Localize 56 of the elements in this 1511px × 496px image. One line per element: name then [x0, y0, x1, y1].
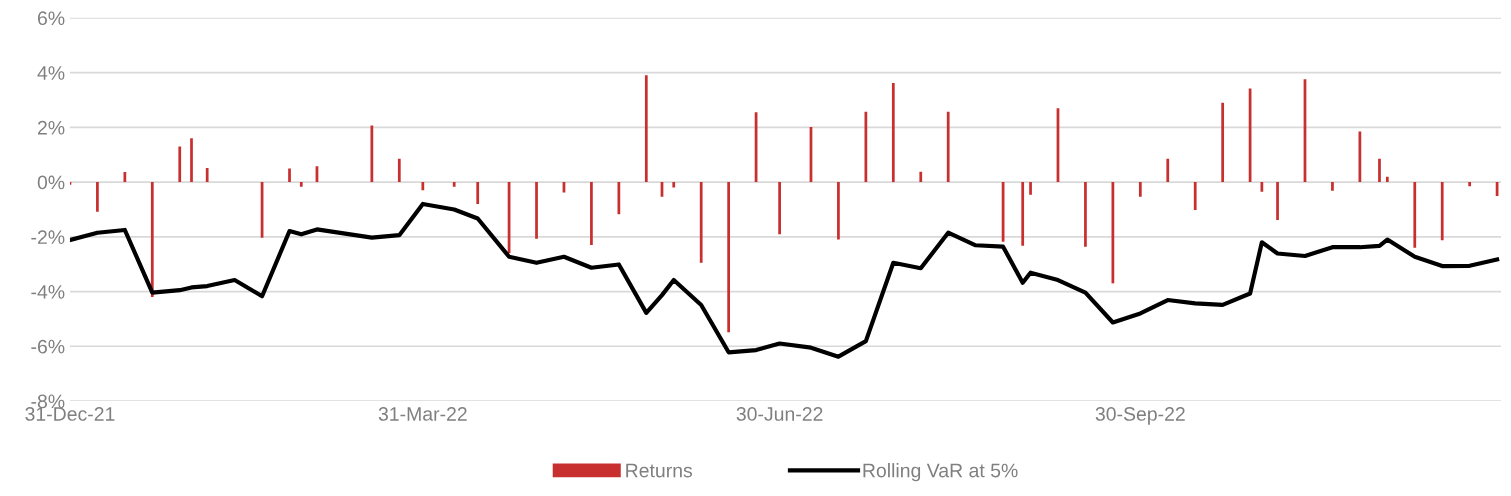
bar [1193, 182, 1197, 210]
bar [123, 171, 127, 183]
bar [421, 182, 425, 191]
bar [205, 168, 209, 183]
y-tick-label: 2% [37, 120, 65, 135]
bar [1331, 182, 1334, 191]
bar [178, 146, 182, 183]
bar [1021, 182, 1025, 246]
bar [1440, 182, 1444, 241]
bar [288, 168, 291, 183]
bar [919, 171, 923, 183]
bar [946, 111, 950, 183]
y-tick-label: -2% [31, 230, 65, 244]
bar [1378, 158, 1381, 183]
line-series [69, 201, 1500, 359]
bar [891, 82, 895, 183]
bar [1413, 182, 1417, 248]
y-tick-label: 0% [37, 175, 65, 190]
y-tick-label: -6% [31, 339, 65, 354]
bar [299, 182, 303, 187]
bar [535, 182, 538, 239]
legend-label: Returns [626, 463, 693, 478]
bar [190, 138, 193, 183]
bar [699, 182, 703, 263]
bar [397, 158, 401, 183]
bar [837, 182, 840, 240]
y-tick-label: 6% [37, 11, 65, 26]
bar [644, 75, 648, 183]
bar [452, 182, 456, 187]
bar [476, 182, 480, 204]
bar [1468, 182, 1472, 187]
bar [1276, 182, 1279, 221]
bar [672, 182, 676, 188]
bar [1138, 182, 1142, 197]
bar [1385, 176, 1389, 183]
bar [150, 182, 154, 298]
y-tick-label: -4% [31, 285, 65, 299]
y-tick-label: 4% [37, 66, 65, 80]
bar [1221, 102, 1225, 183]
bar [1166, 158, 1170, 183]
x-tick-label: 30-Sep-22 [1095, 407, 1185, 425]
bar [1084, 182, 1087, 247]
x-tick-label: 31-Mar-22 [378, 407, 467, 421]
bar [727, 182, 731, 333]
bar [617, 182, 621, 215]
bar [1260, 182, 1264, 192]
legend-label: Rolling VaR at 5% [863, 463, 1018, 482]
bar [370, 125, 374, 183]
bar [778, 182, 781, 235]
bar [1029, 182, 1032, 195]
x-tick-label: 31-Dec-21 [25, 407, 115, 421]
x-tick-label: 30-Jun-22 [736, 407, 823, 421]
bar [864, 111, 868, 183]
y-tick-label: -8% [31, 394, 65, 409]
bar [590, 182, 593, 246]
bar [96, 182, 99, 212]
